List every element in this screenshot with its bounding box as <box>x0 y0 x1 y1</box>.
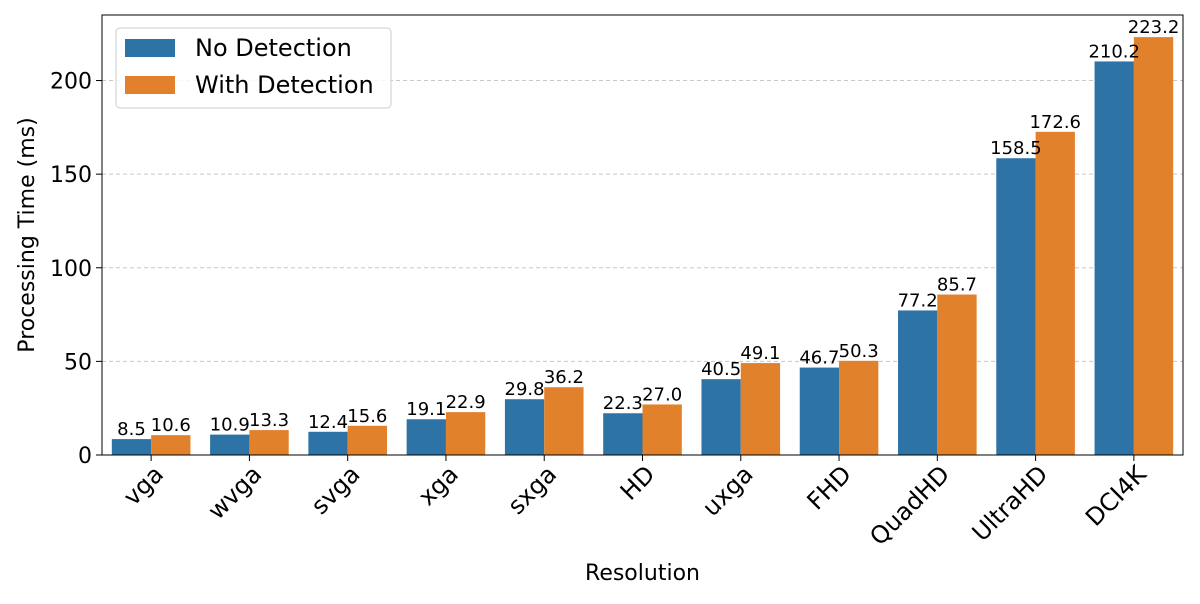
data-label: 36.2 <box>544 367 584 388</box>
bar <box>544 387 584 455</box>
bar <box>839 360 879 455</box>
bar <box>445 412 486 455</box>
bar <box>308 431 348 455</box>
data-label: 8.5 <box>117 419 146 440</box>
bar <box>701 379 741 455</box>
bar <box>898 310 938 455</box>
bar <box>504 399 545 455</box>
y-tick-label: 0 <box>78 444 92 469</box>
data-label: 210.2 <box>1088 41 1140 62</box>
data-label: 10.9 <box>210 415 250 436</box>
bar <box>111 439 152 455</box>
x-tick-label: FHD <box>802 460 857 515</box>
bar <box>1133 37 1174 455</box>
y-tick-label: 200 <box>50 70 92 95</box>
bar <box>249 430 289 455</box>
x-tick-label: svga <box>306 460 366 520</box>
bar <box>937 294 977 455</box>
bar <box>1035 131 1075 455</box>
data-label: 49.1 <box>740 343 780 364</box>
bar <box>603 413 643 455</box>
y-tick-label: 50 <box>64 350 92 375</box>
data-label: 158.5 <box>990 138 1042 159</box>
bar <box>799 367 840 455</box>
x-tick-label: HD <box>615 460 661 506</box>
data-label: 22.3 <box>603 393 643 414</box>
bar <box>347 425 387 455</box>
y-axis-ticks: 0 50 100 150 200 <box>50 70 102 469</box>
data-label: 85.7 <box>937 275 977 296</box>
bar <box>642 404 682 455</box>
data-label: 15.6 <box>347 406 387 427</box>
data-label: 77.2 <box>898 290 938 311</box>
bar <box>406 419 446 455</box>
x-tick-label: UltraHD <box>967 460 1054 547</box>
x-tick-label: xga <box>413 460 464 511</box>
bar <box>210 434 250 455</box>
legend: No Detection With Detection <box>115 27 392 109</box>
x-tick-label: QuadHD <box>864 460 955 551</box>
x-axis-label: Resolution <box>585 561 700 586</box>
data-label: 10.6 <box>151 415 191 436</box>
data-label: 46.7 <box>799 348 839 369</box>
data-label: 172.6 <box>1029 112 1081 133</box>
y-tick-label: 100 <box>50 257 92 282</box>
x-tick-label: vga <box>118 460 169 511</box>
legend-label-with-detection: With Detection <box>195 71 374 99</box>
data-label: 40.5 <box>701 359 741 380</box>
x-tick-label: wvga <box>202 460 267 525</box>
data-labels: 8.5 10.9 12.4 19.1 29.8 22.3 40.5 46.7 77.2 158.5… <box>117 17 1179 440</box>
legend-box <box>115 27 392 109</box>
legend-swatch-no-detection <box>125 39 175 57</box>
y-tick-label: 150 <box>50 163 92 188</box>
bar <box>151 435 191 455</box>
x-tick-label: DCI4K <box>1080 459 1153 532</box>
bars <box>111 37 1174 455</box>
bar <box>740 363 781 455</box>
bar <box>1094 61 1134 455</box>
x-tick-label: uxga <box>697 460 759 522</box>
data-label: 13.3 <box>249 410 289 431</box>
data-label: 19.1 <box>406 399 446 420</box>
bar <box>996 158 1036 455</box>
x-tick-label: sxga <box>502 460 562 520</box>
legend-swatch-with-detection <box>125 76 175 94</box>
data-label: 223.2 <box>1128 17 1180 38</box>
grid-lines <box>102 80 1183 362</box>
data-label: 12.4 <box>308 412 348 433</box>
data-label: 27.0 <box>642 384 682 405</box>
x-axis-ticks: vga wvga svga xga sxga HD uxga FHD QuadHD UltraHD… <box>118 455 1153 551</box>
legend-label-no-detection: No Detection <box>195 34 352 62</box>
data-label: 50.3 <box>839 341 879 362</box>
data-label: 22.9 <box>446 392 486 413</box>
y-axis-label: Processing Time (ms) <box>15 117 40 352</box>
data-label: 29.8 <box>505 379 545 400</box>
